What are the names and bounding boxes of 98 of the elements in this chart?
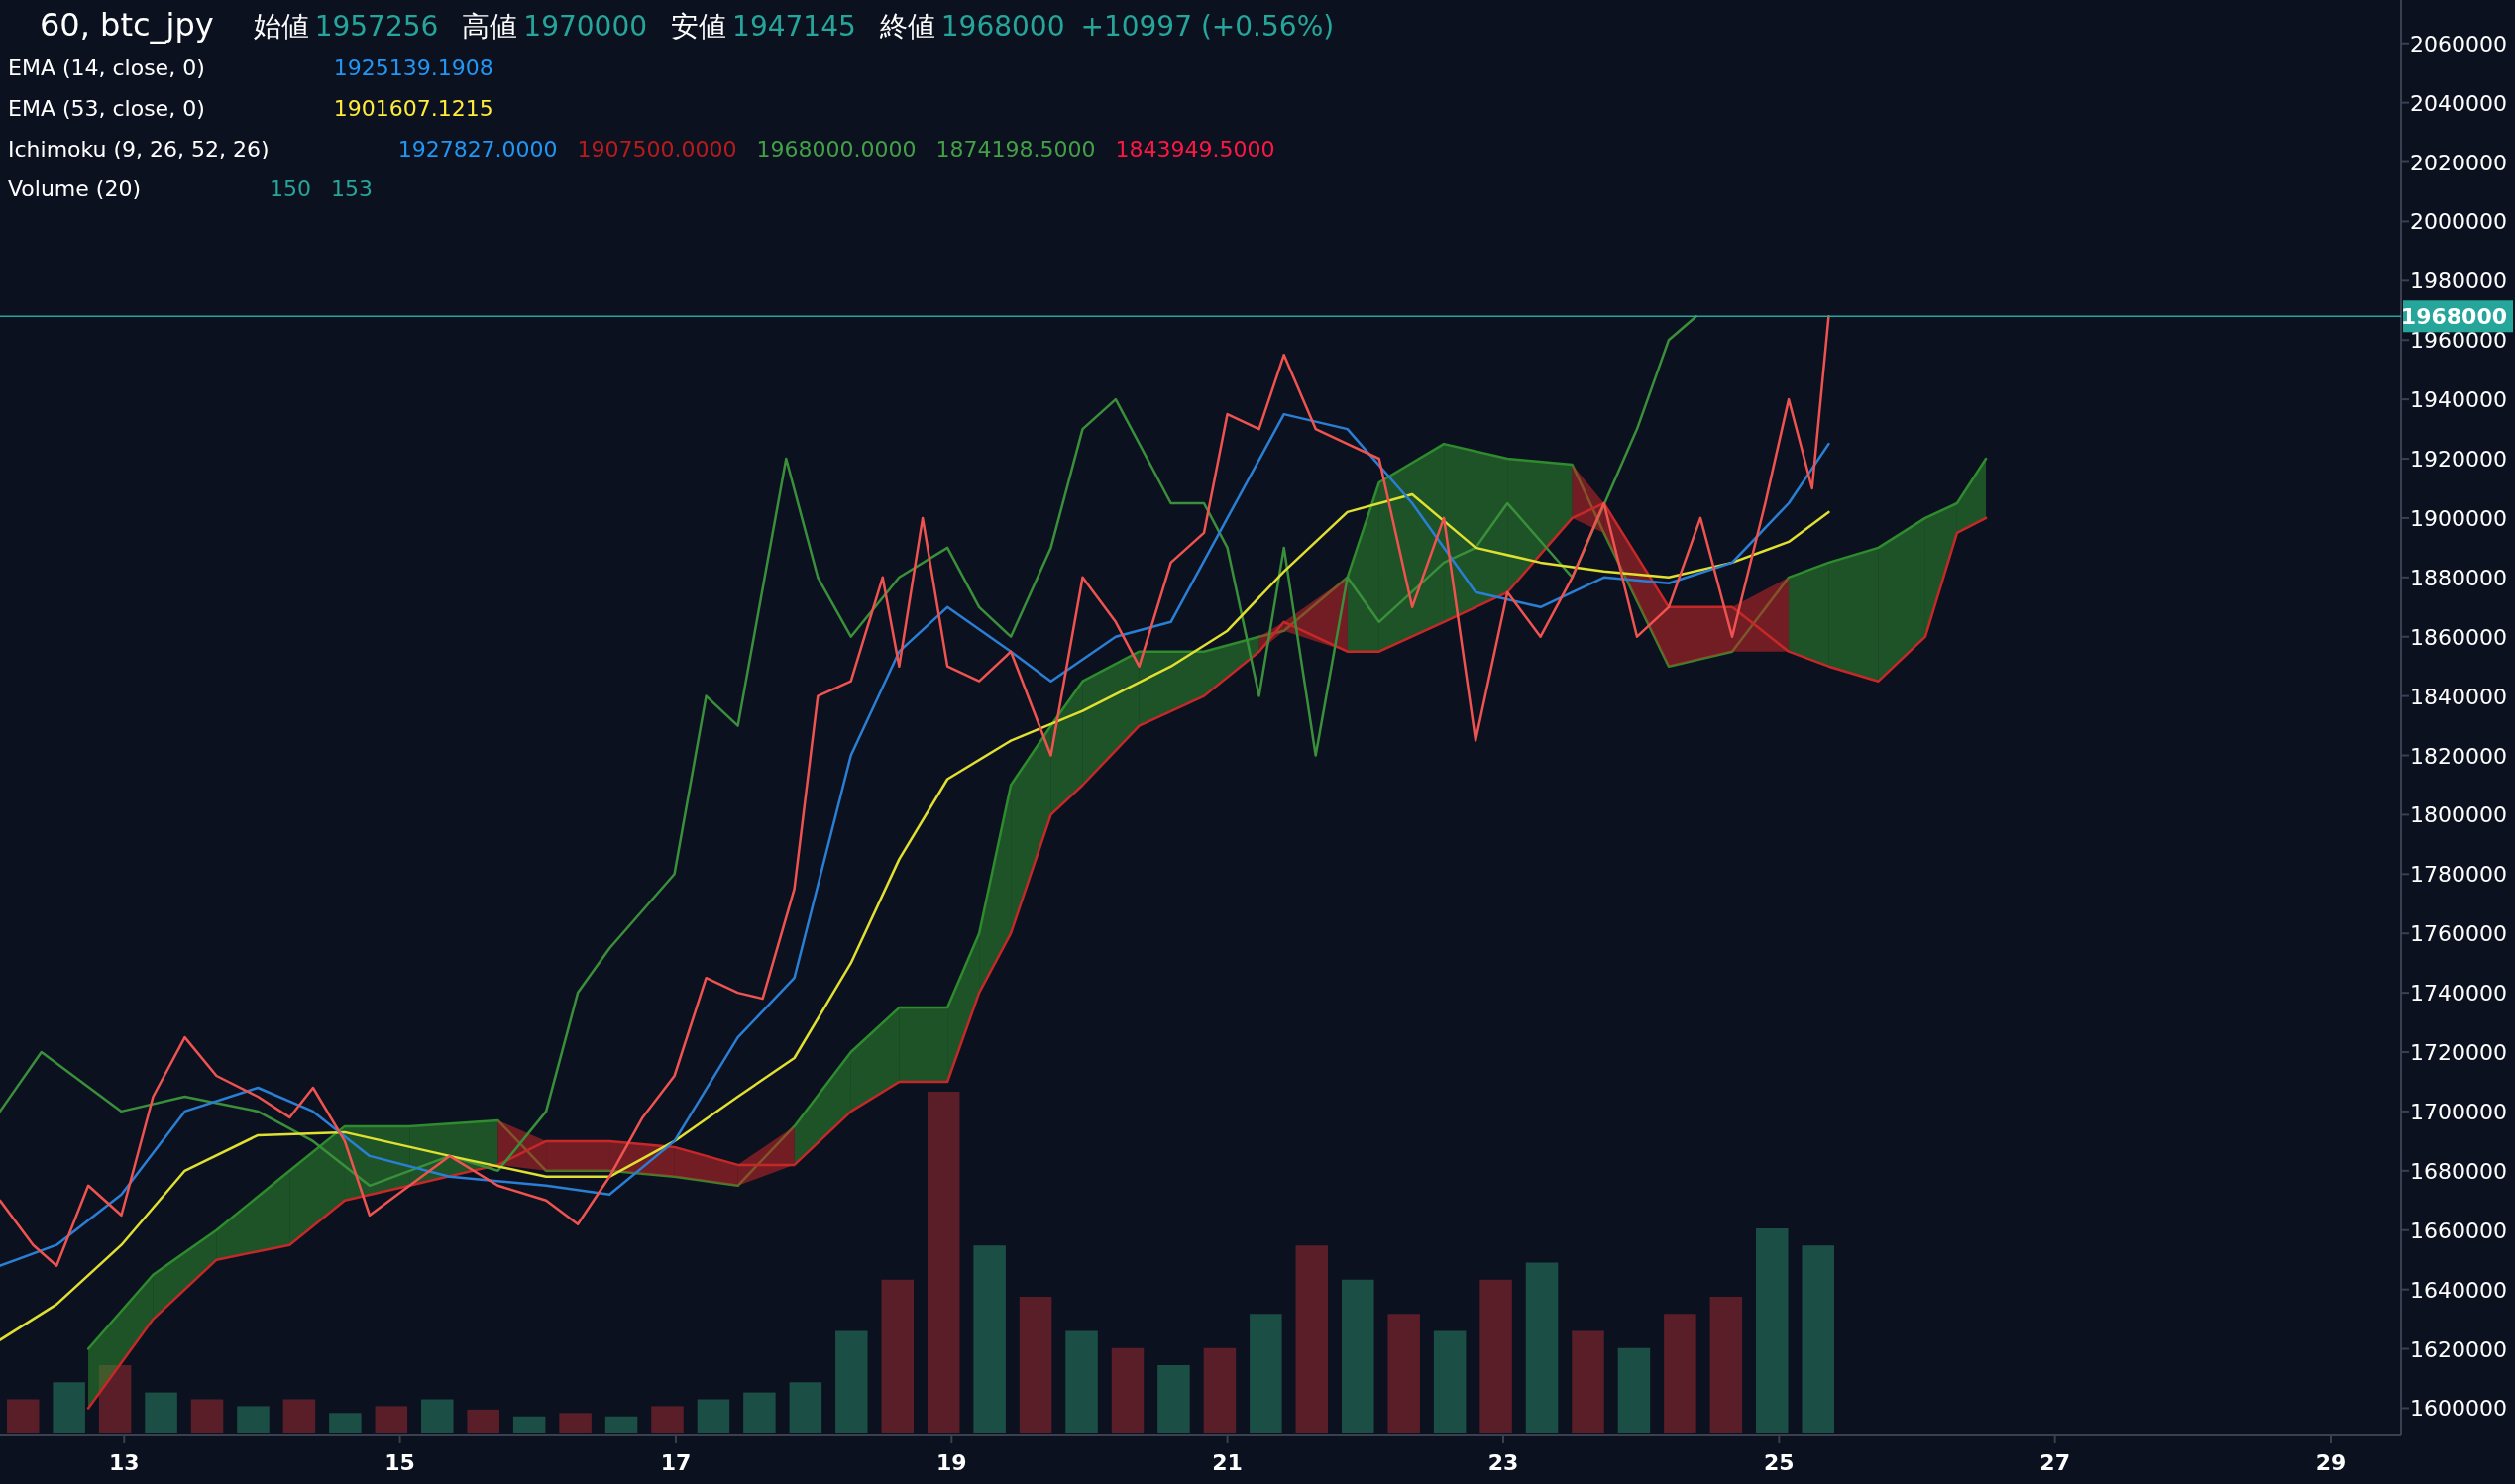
bar [1433, 1330, 1467, 1433]
bar [835, 1330, 868, 1433]
ref-line-label: 1968000 [2400, 304, 2507, 330]
bar [237, 1406, 270, 1433]
annotation: 1957256 [314, 10, 439, 43]
annotation: 1968000 [940, 10, 1065, 43]
annotation: 高値 [462, 10, 518, 43]
bar [1203, 1347, 1237, 1433]
y-tick-label: 1980000 [2410, 268, 2507, 294]
y-tick-label: 2060000 [2410, 31, 2507, 56]
y-tick-label: 1720000 [2410, 1040, 2507, 1066]
bar [1111, 1347, 1145, 1433]
annotation: 始値 [253, 10, 309, 43]
annotation: Ichimoku (9, 26, 52, 26) [8, 137, 270, 161]
bar [1065, 1330, 1098, 1433]
annotation: 1874198.5000 [935, 137, 1096, 161]
annotation: 1907500.0000 [577, 137, 737, 161]
bar [467, 1409, 499, 1433]
y-tick-label: 1880000 [2410, 565, 2507, 590]
bar [512, 1416, 546, 1433]
y-tick-label: 1740000 [2410, 981, 2507, 1007]
bar [1617, 1347, 1651, 1433]
bar [1295, 1245, 1329, 1433]
y-tick-label: 1700000 [2410, 1099, 2507, 1124]
y-tick-label: 1600000 [2410, 1396, 2507, 1422]
bar [651, 1406, 684, 1433]
annotation: 1947145 [732, 10, 856, 43]
bar [881, 1279, 915, 1433]
y-tick-label: 1860000 [2410, 624, 2507, 650]
bar [559, 1413, 592, 1433]
annotation: 150 [269, 176, 311, 201]
y-tick-label: 1680000 [2410, 1158, 2507, 1184]
y-tick-label: 1800000 [2410, 802, 2507, 828]
x-tick-label: 21 [1212, 1450, 1243, 1475]
bar [1756, 1228, 1789, 1433]
bar [190, 1399, 224, 1433]
annotation: Volume (20) [8, 176, 141, 201]
bar [743, 1392, 776, 1433]
y-tick-label: 2000000 [2410, 209, 2507, 235]
bar [1479, 1279, 1512, 1433]
x-tick-label: 13 [108, 1450, 140, 1475]
bar [1387, 1314, 1420, 1433]
bar [375, 1406, 408, 1433]
annotation: 1901607.1215 [333, 96, 493, 121]
y-tick-label: 1760000 [2410, 921, 2507, 947]
annotation: 1925139.1908 [333, 55, 493, 80]
x-tick-label: 27 [2039, 1450, 2070, 1475]
x-tick-label: 25 [1764, 1450, 1795, 1475]
y-tick-label: 1840000 [2410, 684, 2507, 709]
chart-title: 60, btc_jpy [40, 6, 214, 44]
annotation: 1927827.0000 [397, 137, 558, 161]
bar [53, 1382, 85, 1433]
bar [1250, 1314, 1282, 1433]
y-tick-label: 1940000 [2410, 387, 2507, 413]
bar [282, 1399, 316, 1433]
x-tick-label: 19 [935, 1450, 967, 1475]
annotation: 1843949.5000 [1115, 137, 1275, 161]
bar [1664, 1314, 1696, 1433]
bar [421, 1399, 454, 1433]
x-tick-label: 17 [660, 1450, 692, 1475]
line-series [0, 492, 1830, 1341]
y-tick-label: 1920000 [2410, 447, 2507, 473]
annotation: EMA (14, close, 0) [8, 55, 205, 80]
y-tick-label: 1660000 [2410, 1218, 2507, 1243]
bar [98, 1365, 132, 1433]
bar [1157, 1365, 1190, 1433]
annotation: 1968000.0000 [756, 137, 917, 161]
x-tick-label: 29 [2315, 1450, 2347, 1475]
annotation: 1970000 [523, 10, 648, 43]
y-tick-label: 1820000 [2410, 743, 2507, 769]
bar [6, 1399, 40, 1433]
annotation: 153 [330, 176, 373, 201]
x-tick-label: 23 [1487, 1450, 1519, 1475]
annotation: 終値 [878, 10, 935, 43]
bar [1019, 1297, 1052, 1433]
bar [1572, 1330, 1604, 1433]
y-tick-label: 1640000 [2410, 1277, 2507, 1303]
bar [973, 1245, 1006, 1433]
bar [1802, 1245, 1834, 1433]
y-tick-label: 2020000 [2410, 150, 2507, 175]
bar [329, 1413, 362, 1433]
bar [1709, 1297, 1743, 1433]
x-tick-label: 15 [384, 1450, 415, 1475]
y-tick-label: 2040000 [2410, 90, 2507, 116]
annotation: 安値 [671, 10, 727, 43]
y-tick-label: 1620000 [2410, 1336, 2507, 1362]
bar [1525, 1262, 1559, 1433]
bar [697, 1399, 730, 1433]
bar [927, 1092, 960, 1433]
annotation: +10997 (+0.56%) [1080, 10, 1335, 43]
bar [604, 1416, 638, 1433]
y-tick-label: 1960000 [2410, 328, 2507, 354]
y-tick-label: 1780000 [2410, 862, 2507, 888]
y-tick-label: 1900000 [2410, 505, 2507, 531]
bar [789, 1382, 822, 1433]
annotation: EMA (53, close, 0) [8, 96, 205, 121]
bar [1341, 1279, 1374, 1433]
bar [145, 1392, 177, 1433]
